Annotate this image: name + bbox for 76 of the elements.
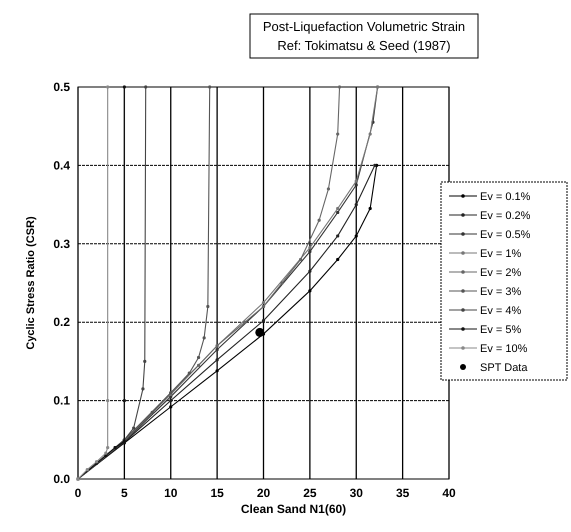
x-tick-label: 40 [442, 486, 456, 500]
point [354, 203, 358, 206]
point [141, 387, 145, 390]
point [336, 132, 340, 136]
point [196, 364, 200, 367]
legend-label: Ev = 2% [480, 267, 522, 279]
point [308, 246, 312, 250]
legend-label: Ev = 0.1% [480, 191, 531, 203]
point [122, 399, 126, 402]
point [104, 452, 108, 455]
point [318, 218, 321, 222]
point [169, 405, 172, 408]
point [368, 206, 372, 210]
point [262, 301, 266, 304]
point [106, 446, 110, 450]
chart-title: Post-Liquefaction Volumetric Strain [262, 19, 466, 34]
point [262, 319, 266, 322]
point [280, 281, 284, 285]
x-tick-label: 0 [74, 486, 82, 500]
point [202, 336, 206, 340]
x-tick-label: 35 [396, 486, 410, 500]
point [216, 358, 219, 362]
point [299, 258, 302, 262]
point [132, 426, 136, 430]
x-axis-title: Clean Sand N1(60) [240, 502, 346, 516]
point [308, 250, 312, 254]
point [122, 85, 126, 89]
point [308, 270, 312, 273]
chart-subtitle: Ref: Tokimatsu & Seed (1987) [277, 38, 451, 53]
point [336, 258, 340, 262]
y-tick-label: 0.1 [53, 394, 70, 408]
x-tick-label: 25 [303, 486, 317, 500]
legend-label: Ev = 3% [480, 286, 522, 298]
point [169, 399, 172, 402]
x-tick-label: 30 [350, 486, 364, 500]
legend-label: Ev = 0.5% [480, 229, 531, 241]
point [354, 183, 358, 187]
point [336, 234, 340, 238]
point [336, 210, 340, 214]
point [255, 328, 264, 337]
legend-label: SPT Data [480, 362, 528, 374]
y-tick-label: 0.3 [53, 236, 70, 251]
point [143, 360, 146, 363]
x-tick-label: 10 [164, 486, 178, 500]
point [326, 187, 330, 191]
point [196, 356, 200, 360]
y-axis-title: Cyclic Stress Ratio (CSR) [25, 216, 37, 350]
point [208, 85, 212, 89]
x-tick-label: 15 [210, 486, 224, 500]
point [106, 85, 110, 89]
y-tick-label: 0.4 [53, 158, 70, 172]
point [243, 320, 247, 324]
point [144, 85, 148, 89]
point [216, 348, 219, 352]
legend-label: Ev = 4% [480, 305, 522, 317]
y-tick-label: 0.0 [53, 472, 70, 486]
x-tick-label: 20 [256, 486, 270, 500]
point [354, 234, 358, 238]
point [206, 304, 210, 308]
legend-label: Ev = 5% [480, 324, 522, 336]
point [106, 399, 110, 402]
y-tick-label: 0.2 [53, 315, 70, 330]
x-tick-label: 5 [121, 486, 128, 500]
legend-label: Ev = 10% [480, 343, 528, 355]
point [308, 289, 312, 292]
y-tick-label: 0.5 [53, 80, 70, 94]
point [150, 410, 154, 414]
point [338, 85, 342, 89]
point [188, 372, 191, 375]
point [216, 369, 219, 372]
legend-label: Ev = 1% [480, 248, 522, 260]
point [368, 132, 372, 136]
point [86, 468, 89, 472]
legend-label: Ev = 0.2% [480, 210, 531, 222]
point [336, 206, 340, 210]
point [354, 179, 358, 183]
